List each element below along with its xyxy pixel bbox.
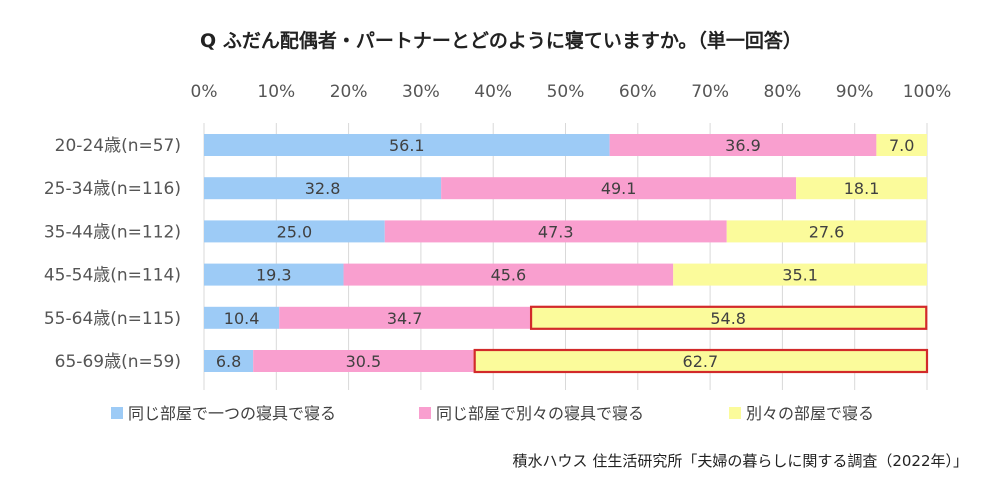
bar-s1-c2 — [384, 220, 727, 243]
bar-s0-c3 — [204, 263, 344, 286]
x-tick-label-2: 20% — [330, 82, 368, 102]
x-tick-label-5: 50% — [547, 82, 585, 102]
legend-swatch-0 — [111, 407, 123, 419]
legend-label-2: 別々の部屋で寝る — [746, 404, 874, 423]
value-label-s2-c1: 18.1 — [844, 179, 880, 198]
legend-swatch-1 — [419, 407, 431, 419]
legend-label-0: 同じ部屋で一つの寝具で寝る — [128, 404, 336, 423]
x-tick-label-7: 70% — [691, 82, 729, 102]
value-label-s0-c0: 56.1 — [389, 136, 425, 155]
value-label-s0-c1: 32.8 — [305, 179, 341, 198]
x-tick-label-6: 60% — [619, 82, 657, 102]
value-label-s2-c4: 54.8 — [710, 309, 746, 328]
category-label-4: 55-64歳(n=115) — [44, 309, 181, 329]
value-label-s1-c2: 47.3 — [538, 222, 574, 241]
bar-s0-c4 — [204, 306, 280, 329]
bar-s1-c3 — [343, 263, 674, 286]
bar-s1-c0 — [609, 134, 877, 156]
gridlines — [203, 123, 928, 390]
bar-s2-c3 — [673, 263, 927, 286]
x-tick-label-8: 80% — [764, 82, 802, 102]
legend-swatch-2 — [729, 407, 741, 419]
bar-s2-c4 — [530, 306, 927, 329]
value-label-s2-c0: 7.0 — [889, 136, 914, 155]
bar-s1-c4 — [279, 306, 531, 329]
highlight-box-s2-c4 — [529, 305, 928, 330]
value-label-s0-c5: 6.8 — [216, 352, 241, 371]
bar-s2-c0 — [876, 134, 927, 156]
bar-s2-c1 — [796, 177, 927, 200]
value-label-s2-c2: 27.6 — [809, 222, 845, 241]
x-tick-label-0: 0% — [191, 82, 218, 102]
category-label-2: 35-44歳(n=112) — [44, 222, 181, 242]
value-labels: 56.1 36.9 7.0 32.8 49.1 18.1 25.0 47.3 27.6 19.3 4… — [216, 136, 915, 371]
category-label-3: 45-54歳(n=114) — [44, 266, 181, 286]
x-tick-label-1: 10% — [257, 82, 295, 102]
x-tick-label-10: 100% — [903, 82, 952, 102]
bar-s0-c2 — [204, 220, 385, 243]
value-label-s1-c4: 34.7 — [387, 309, 423, 328]
category-label-0: 20-24歳(n=57) — [55, 136, 181, 156]
category-label-1: 25-34歳(n=116) — [44, 179, 181, 199]
bars — [204, 134, 927, 372]
source-note: 積水ハウス 住生活研究所「夫婦の暮らしに関する調査（2022年）」 — [513, 452, 968, 470]
x-tick-label-3: 30% — [402, 82, 440, 102]
value-label-s0-c4: 10.4 — [224, 309, 260, 328]
chart-title: Q ふだん配偶者・パートナーとどのように寝ていますか。（単一回答） — [200, 29, 802, 52]
value-label-s0-c2: 25.0 — [277, 222, 313, 241]
legend-label-1: 同じ部屋で別々の寝具で寝る — [436, 404, 644, 423]
bar-s2-c2 — [726, 220, 927, 243]
category-labels: 20-24歳(n=57) 25-34歳(n=116) 35-44歳(n=112) 45… — [44, 136, 181, 372]
bar-s1-c1 — [441, 177, 797, 200]
highlight-boxes — [473, 305, 929, 374]
value-label-s1-c1: 49.1 — [601, 179, 637, 198]
bar-s2-c5 — [473, 350, 927, 372]
x-axis-ticks: 0% 10% 20% 30% 40% 50% 60% 70% 80% 90% 100% — [191, 82, 952, 102]
highlight-box-s2-c5 — [473, 348, 929, 374]
value-label-s1-c3: 45.6 — [491, 266, 527, 285]
x-tick-label-9: 90% — [836, 82, 874, 102]
bar-s1-c5 — [253, 350, 474, 372]
value-label-s2-c3: 35.1 — [782, 266, 818, 285]
value-label-s2-c5: 62.7 — [683, 352, 719, 371]
x-tick-label-4: 40% — [474, 82, 512, 102]
value-label-s1-c0: 36.9 — [725, 136, 761, 155]
category-label-5: 65-69歳(n=59) — [55, 352, 181, 372]
bar-s0-c1 — [204, 177, 442, 200]
value-label-s1-c5: 30.5 — [346, 352, 382, 371]
bar-s0-c0 — [204, 134, 610, 156]
value-label-s0-c3: 19.3 — [256, 266, 292, 285]
bar-s0-c5 — [204, 350, 254, 372]
legend: 同じ部屋で一つの寝具で寝る 同じ部屋で別々の寝具で寝る 別々の部屋で寝る — [111, 404, 874, 423]
